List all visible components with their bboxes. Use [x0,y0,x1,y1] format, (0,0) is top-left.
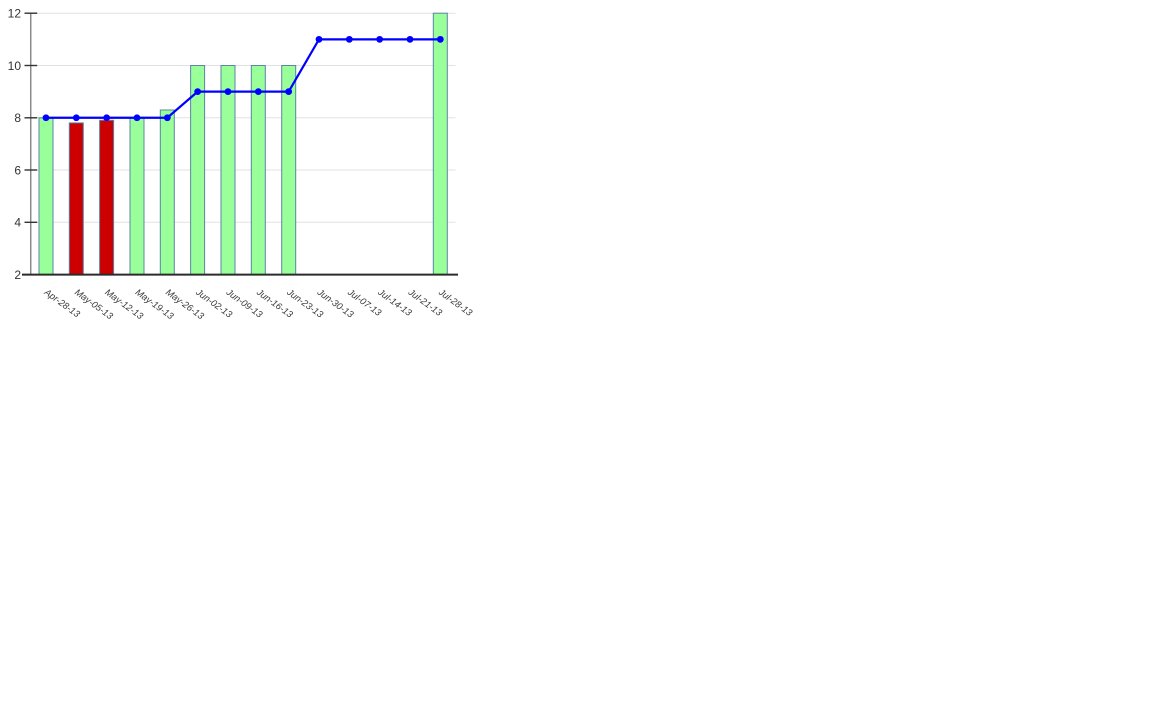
svg-text:6: 6 [14,163,21,177]
svg-text:4: 4 [14,216,21,230]
svg-text:12: 12 [8,7,22,21]
svg-text:8: 8 [14,111,21,125]
svg-text:2: 2 [14,268,21,282]
svg-text:10: 10 [8,59,22,73]
